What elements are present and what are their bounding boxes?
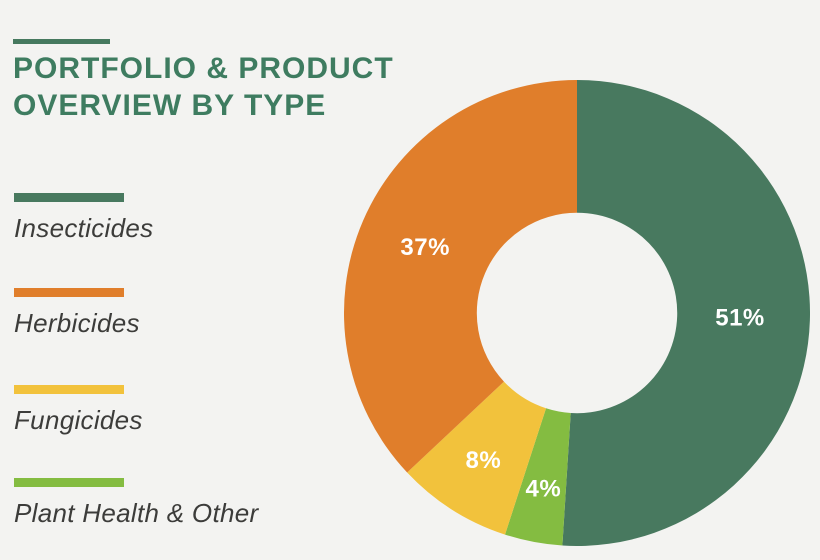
legend-item-herbicides: Herbicides xyxy=(14,288,140,339)
donut-segment-plant-health-other xyxy=(505,408,571,546)
legend-label-herbicides: Herbicides xyxy=(14,308,140,338)
legend-label-fungicides: Fungicides xyxy=(14,405,143,435)
page-title-line1: PORTFOLIO & PRODUCT xyxy=(13,52,394,85)
donut-label-fungicides: 8% xyxy=(466,447,502,474)
title-accent-rule xyxy=(13,39,110,44)
legend-swatch-fungicides xyxy=(14,385,124,394)
legend-label-insecticides: Insecticides xyxy=(14,213,154,243)
legend-swatch-plant-health-other xyxy=(14,478,124,487)
donut-segment-insecticides xyxy=(562,80,810,546)
legend-swatch-herbicides xyxy=(14,288,124,297)
legend-item-fungicides: Fungicides xyxy=(14,385,143,436)
legend-swatch-insecticides xyxy=(14,193,124,202)
page-title-line2: OVERVIEW BY TYPE xyxy=(13,89,327,122)
donut-chart: 51% 4% 8% 37% xyxy=(344,80,810,546)
legend-item-plant-health-other: Plant Health & Other xyxy=(14,478,258,529)
legend-label-plant-health-other: Plant Health & Other xyxy=(14,498,259,528)
donut-label-herbicides: 37% xyxy=(400,234,450,261)
donut-label-insecticides: 51% xyxy=(715,305,765,332)
page-title: PORTFOLIO & PRODUCT OVERVIEW BY TYPE xyxy=(13,50,394,124)
donut-segment-herbicides xyxy=(344,80,577,473)
donut-segment-fungicides xyxy=(407,381,547,535)
legend-item-insecticides: Insecticides xyxy=(14,193,153,244)
donut-label-plant-health-other: 4% xyxy=(526,476,562,503)
